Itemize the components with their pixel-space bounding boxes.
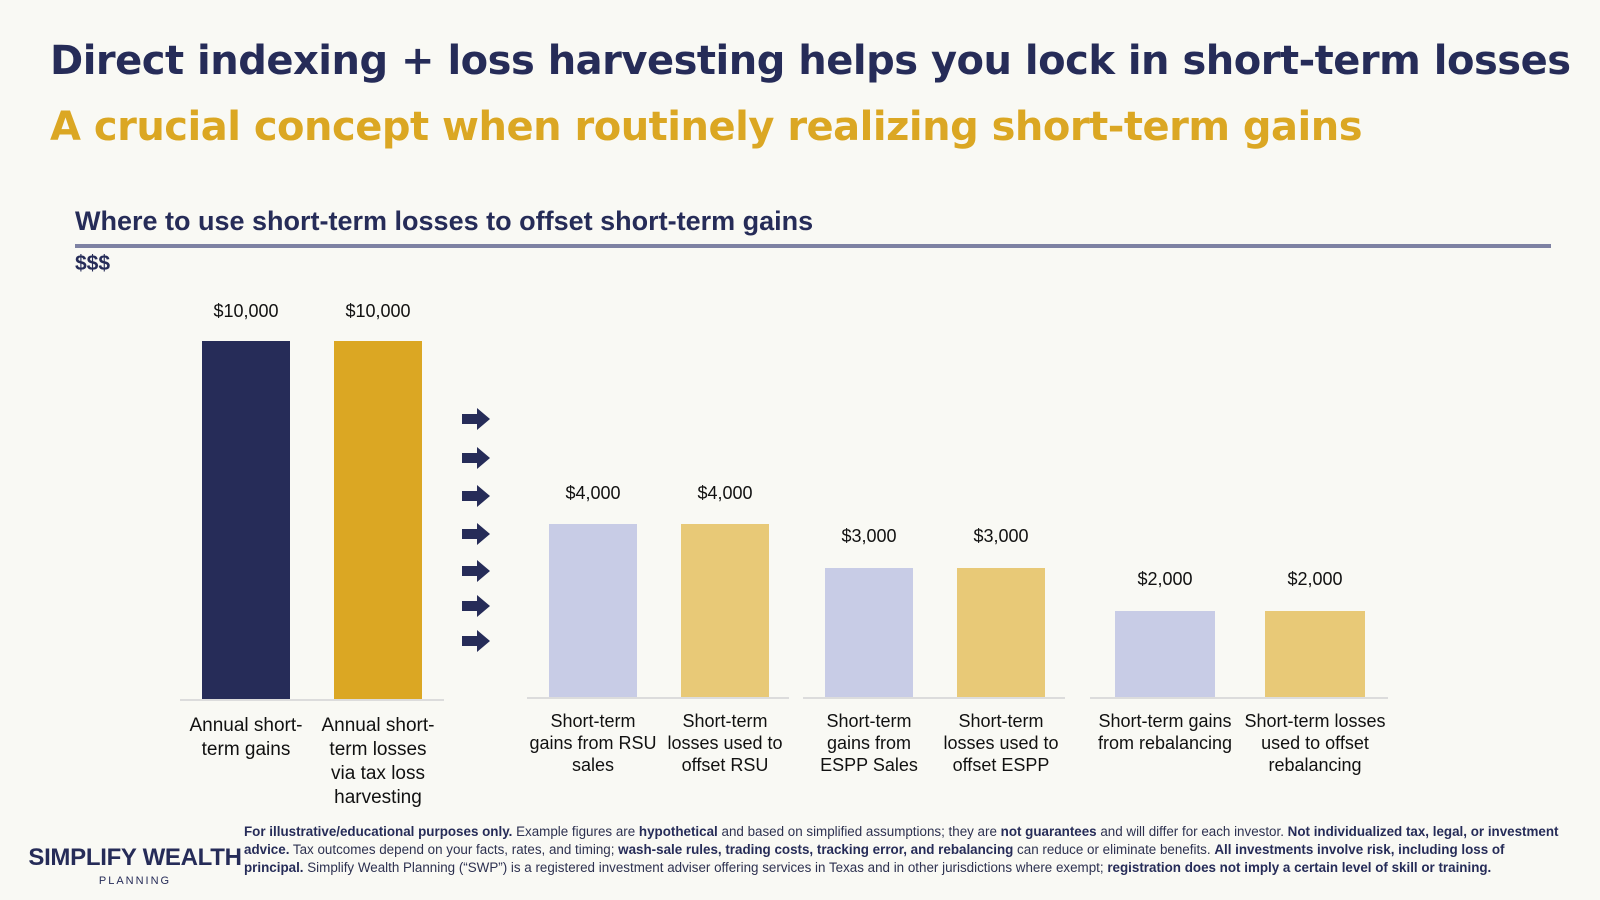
- label-line: Short-term losses: [1244, 711, 1386, 731]
- bar-value-label: $4,000: [697, 483, 753, 503]
- bar-rsu-losses: [681, 524, 769, 697]
- arrow-right-icon: [462, 630, 490, 652]
- disclaimer-bold: registration does not imply a certain le…: [1107, 860, 1492, 875]
- baseline-group-rsu: [527, 697, 789, 699]
- baseline-group-rebalancing: [1090, 697, 1388, 699]
- legal-disclaimer: For illustrative/educational purposes on…: [244, 823, 1564, 877]
- arrow-right-icon: [462, 595, 490, 617]
- bar-annual-gains: [202, 341, 290, 699]
- arrow-right-icon: [462, 408, 490, 430]
- bar-value-label: $2,000: [1287, 569, 1343, 589]
- label-line: Short-term gains: [1098, 711, 1232, 731]
- y-axis-label: $$$: [75, 252, 111, 275]
- bar-espp-losses: [957, 568, 1045, 697]
- disclaimer-bold: wash-sale rules, trading costs, tracking…: [618, 842, 1014, 857]
- chart-title-divider: [75, 244, 1551, 248]
- label-line: via tax loss: [331, 763, 425, 784]
- label-line: term losses: [329, 739, 427, 760]
- bar-value-label: $2,000: [1137, 569, 1193, 589]
- bar-espp-gains: [825, 568, 913, 697]
- label-line: ESPP Sales: [820, 755, 918, 775]
- bar-rebalancing-losses: [1265, 611, 1365, 697]
- brand-logo: SIMPLIFY WEALTH PLANNING: [24, 844, 246, 887]
- label-line: gains from: [826, 733, 912, 753]
- label-line: Short-term: [958, 711, 1044, 731]
- category-label: Annual short- term gains: [171, 714, 321, 762]
- bar-value-label: $4,000: [565, 483, 621, 503]
- bar-value-label: $10,000: [345, 301, 411, 321]
- disclaimer-text: and will differ for each investor.: [1096, 824, 1288, 839]
- label-line: gains from RSU: [529, 733, 657, 753]
- label-line: losses used to: [943, 733, 1059, 753]
- slide-title: Direct indexing + loss harvesting helps …: [50, 38, 1571, 84]
- disclaimer-bold: All investments involve risk, including …: [244, 842, 1505, 875]
- label-line: used to offset: [1261, 733, 1369, 753]
- arrow-right-icon: [462, 560, 490, 582]
- slide-subtitle: A crucial concept when routinely realizi…: [50, 104, 1363, 150]
- disclaimer-text: can reduce or eliminate benefits.: [1013, 842, 1215, 857]
- disclaimer-text: Example figures are: [512, 824, 639, 839]
- disclaimer-bold: not guarantees: [1000, 824, 1097, 839]
- category-label: Short-term losses used to offset ESPP: [926, 710, 1076, 776]
- arrow-right-icon: [462, 523, 490, 545]
- disclaimer-text: and based on simplified assumptions; the…: [717, 824, 1001, 839]
- label-line: term gains: [201, 739, 291, 760]
- disclaimer-text: Tax outcomes depend on your facts, rates…: [289, 842, 619, 857]
- bar-rebalancing-gains: [1115, 611, 1215, 697]
- label-line: sales: [571, 755, 615, 775]
- bar-value-label: $10,000: [213, 301, 279, 321]
- category-label: Short-term losses used to offset RSU: [650, 710, 800, 776]
- disclaimer-text: Simplify Wealth Planning (“SWP”) is a re…: [303, 860, 1108, 875]
- bar-annual-losses: [334, 341, 422, 699]
- label-line: Annual short-: [189, 715, 303, 736]
- category-label: Short-term losses used to offset rebalan…: [1240, 710, 1390, 776]
- disclaimer-bold: For illustrative/educational purposes on…: [244, 824, 513, 839]
- bar-rsu-gains: [549, 524, 637, 697]
- baseline-group-espp: [803, 697, 1065, 699]
- label-line: Short-term: [550, 711, 636, 731]
- disclaimer-bold: hypothetical: [638, 824, 718, 839]
- logo-wordmark: SIMPLIFY WEALTH: [28, 844, 242, 871]
- logo-tagline: PLANNING: [98, 875, 172, 887]
- category-label: Short-term gains from RSU sales: [518, 710, 668, 776]
- label-line: Annual short-: [321, 715, 435, 736]
- arrow-right-icon: [462, 447, 490, 469]
- label-line: from rebalancing: [1097, 733, 1233, 753]
- label-line: rebalancing: [1268, 755, 1362, 775]
- label-line: offset RSU: [681, 755, 769, 775]
- category-label: Short-term gains from rebalancing: [1090, 710, 1240, 754]
- category-label: Annual short- term losses via tax loss h…: [303, 714, 453, 810]
- category-label: Short-term gains from ESPP Sales: [794, 710, 944, 776]
- label-line: harvesting: [334, 787, 422, 808]
- disclaimer-bold: Not individualized tax, legal, or invest…: [244, 824, 1559, 857]
- bar-value-label: $3,000: [973, 526, 1029, 546]
- bar-value-label: $3,000: [841, 526, 897, 546]
- baseline-group-annual: [180, 699, 444, 701]
- label-line: offset ESPP: [952, 755, 1050, 775]
- label-line: Short-term: [682, 711, 768, 731]
- chart-title: Where to use short-term losses to offset…: [75, 206, 814, 236]
- label-line: Short-term: [826, 711, 912, 731]
- arrow-right-icon: [462, 485, 490, 507]
- label-line: losses used to: [667, 733, 783, 753]
